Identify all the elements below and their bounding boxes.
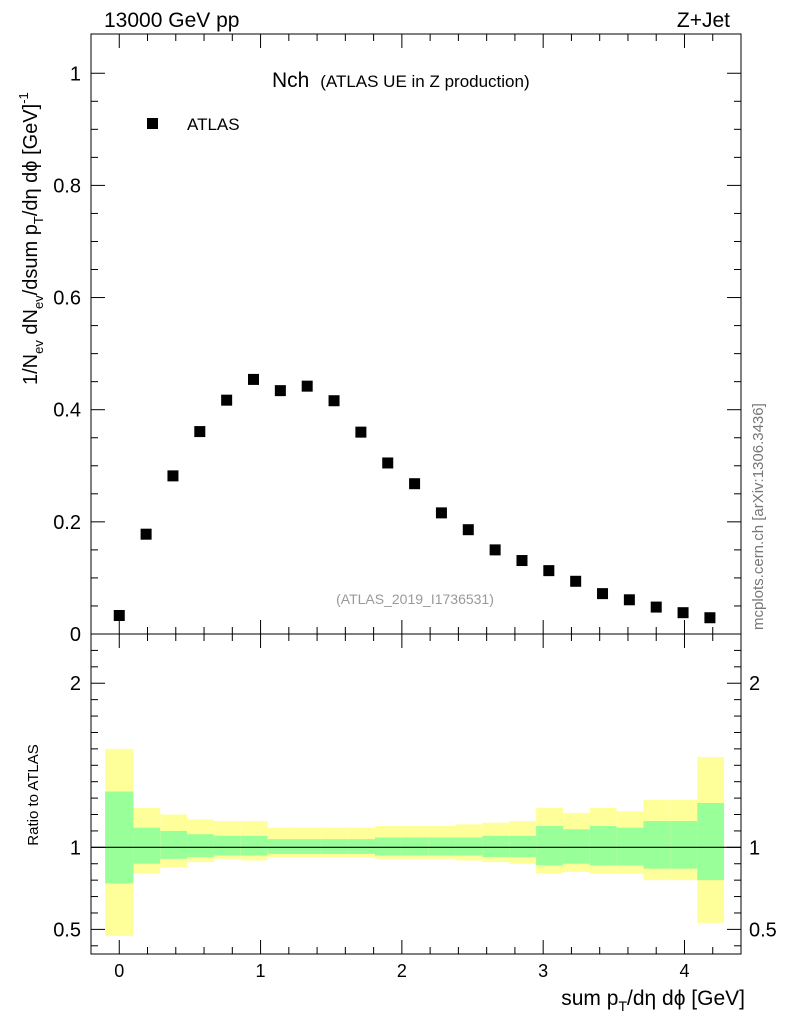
ratio-band-inner [616, 827, 644, 866]
main-y-tick-label: 1 [70, 63, 81, 85]
header-right: Z+Jet [677, 9, 730, 32]
ratio-band-inner [482, 835, 510, 858]
ratio-band-inner [213, 835, 241, 856]
axis-ticks [90, 34, 742, 954]
ratio-band-inner [348, 839, 376, 854]
legend-label: ATLAS [187, 115, 240, 134]
data-point [328, 395, 340, 407]
x-tick-label: 2 [397, 961, 407, 981]
data-point [597, 588, 609, 600]
main-y-tick-label: 0.8 [53, 175, 81, 197]
ratio-y-tick-label-right: 0.5 [749, 919, 777, 941]
data-point [543, 565, 555, 577]
x-axis-label: sum pT/dη dϕ [GeV] [561, 987, 745, 1014]
data-point [435, 507, 447, 519]
chart-title: Nch (ATLAS UE in Z production) [272, 69, 530, 92]
data-point [650, 601, 662, 613]
ratio-y-tick-label-right: 2 [749, 673, 760, 695]
ratio-band-inner [428, 837, 456, 856]
ratio-bands [105, 748, 725, 936]
axis-tick-labels: 0 0.2 0.4 0.6 0.8 1 0.5 0.5 1 1 2 2 0 1 2 3 4 [53, 63, 777, 981]
ratio-band-inner [267, 839, 295, 854]
ratio-band-inner [375, 837, 402, 856]
ratio-y-tick-label-right: 1 [749, 837, 760, 859]
data-point [382, 457, 394, 469]
data-point [140, 528, 152, 540]
ratio-band-inner [670, 821, 698, 869]
data-point [623, 594, 635, 606]
x-tick-label: 1 [256, 961, 266, 981]
x-tick-label: 0 [114, 961, 124, 981]
source-side-text: mcplots.cern.ch [arXiv:1306.3436] [750, 403, 767, 630]
ratio-band-inner [589, 826, 617, 866]
main-y-tick-label: 0.4 [53, 400, 81, 422]
data-point [301, 380, 313, 392]
data-point [248, 373, 259, 385]
data-point [409, 478, 421, 490]
ratio-band-inner [562, 829, 590, 864]
data-point [355, 426, 367, 438]
data-point [167, 470, 179, 482]
data-point [677, 607, 689, 619]
ratio-band-inner [105, 791, 134, 884]
ratio-band-inner [643, 821, 671, 869]
data-point [113, 609, 125, 621]
main-data-points [113, 373, 716, 624]
ratio-band-inner [697, 803, 725, 881]
ratio-y-axis-label: Ratio to ATLAS [25, 744, 42, 845]
ratio-band-inner [509, 835, 537, 858]
ratio-band-inner [401, 837, 429, 856]
ratio-band-inner [133, 827, 161, 864]
data-point [516, 555, 528, 567]
chart-title-sub: (ATLAS UE in Z production) [320, 72, 529, 91]
ratio-band-inner [536, 826, 563, 866]
main-y-tick-label: 0 [70, 624, 81, 646]
data-point [221, 394, 233, 406]
data-point [462, 524, 474, 536]
ratio-band-inner [321, 839, 349, 854]
ratio-y-tick-label-left: 0.5 [53, 919, 81, 941]
ratio-band-inner [187, 834, 214, 858]
ratio-band-inner [160, 830, 188, 859]
data-point [704, 612, 716, 624]
main-y-tick-label: 0.6 [53, 288, 81, 310]
header-left: 13000 GeV pp [104, 9, 239, 32]
ratio-band-inner [455, 837, 483, 856]
data-point [570, 575, 582, 587]
ratio-y-tick-label-left: 2 [70, 673, 81, 695]
ratio-y-tick-label-left: 1 [70, 837, 81, 859]
ratio-panel-frame [90, 633, 742, 955]
x-tick-label: 4 [679, 961, 689, 981]
analysis-watermark: (ATLAS_2019_I1736531) [336, 591, 494, 607]
ratio-band-inner [240, 835, 268, 856]
data-point [194, 426, 206, 438]
legend-marker [147, 118, 158, 129]
ratio-band-inner [294, 839, 322, 854]
data-point [489, 544, 501, 556]
chart-title-main: Nch [272, 69, 309, 92]
x-tick-label: 3 [538, 961, 548, 981]
data-point [274, 385, 286, 397]
main-y-tick-label: 0.2 [53, 512, 81, 534]
main-y-axis-label: 1/Nev dNev/dsum pT/dη dϕ [GeV]-1 [16, 92, 46, 385]
